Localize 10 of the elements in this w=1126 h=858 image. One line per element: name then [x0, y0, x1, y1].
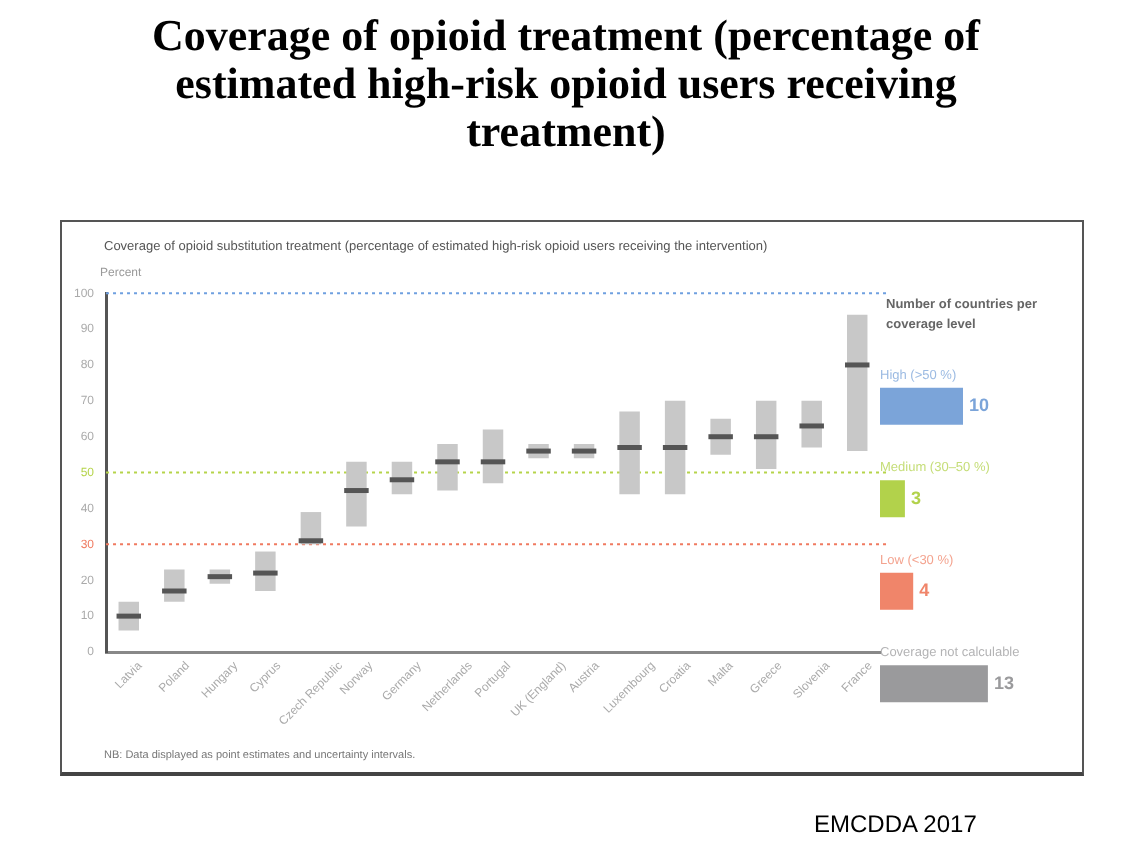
- data-label: 13: [993, 672, 1014, 693]
- text: EMCDDA 2017: [814, 810, 977, 838]
- data-label: 3: [910, 487, 921, 508]
- bar: [880, 480, 905, 518]
- chart-title: Coverage of opioid treatment (percentage of estimated high-risk opioid users receiving treatment): [149, 10, 983, 156]
- data-label: 10: [969, 395, 990, 416]
- bar: [880, 387, 963, 425]
- bar: [880, 572, 914, 610]
- data-label: 4: [919, 580, 930, 601]
- bar: [880, 665, 988, 703]
